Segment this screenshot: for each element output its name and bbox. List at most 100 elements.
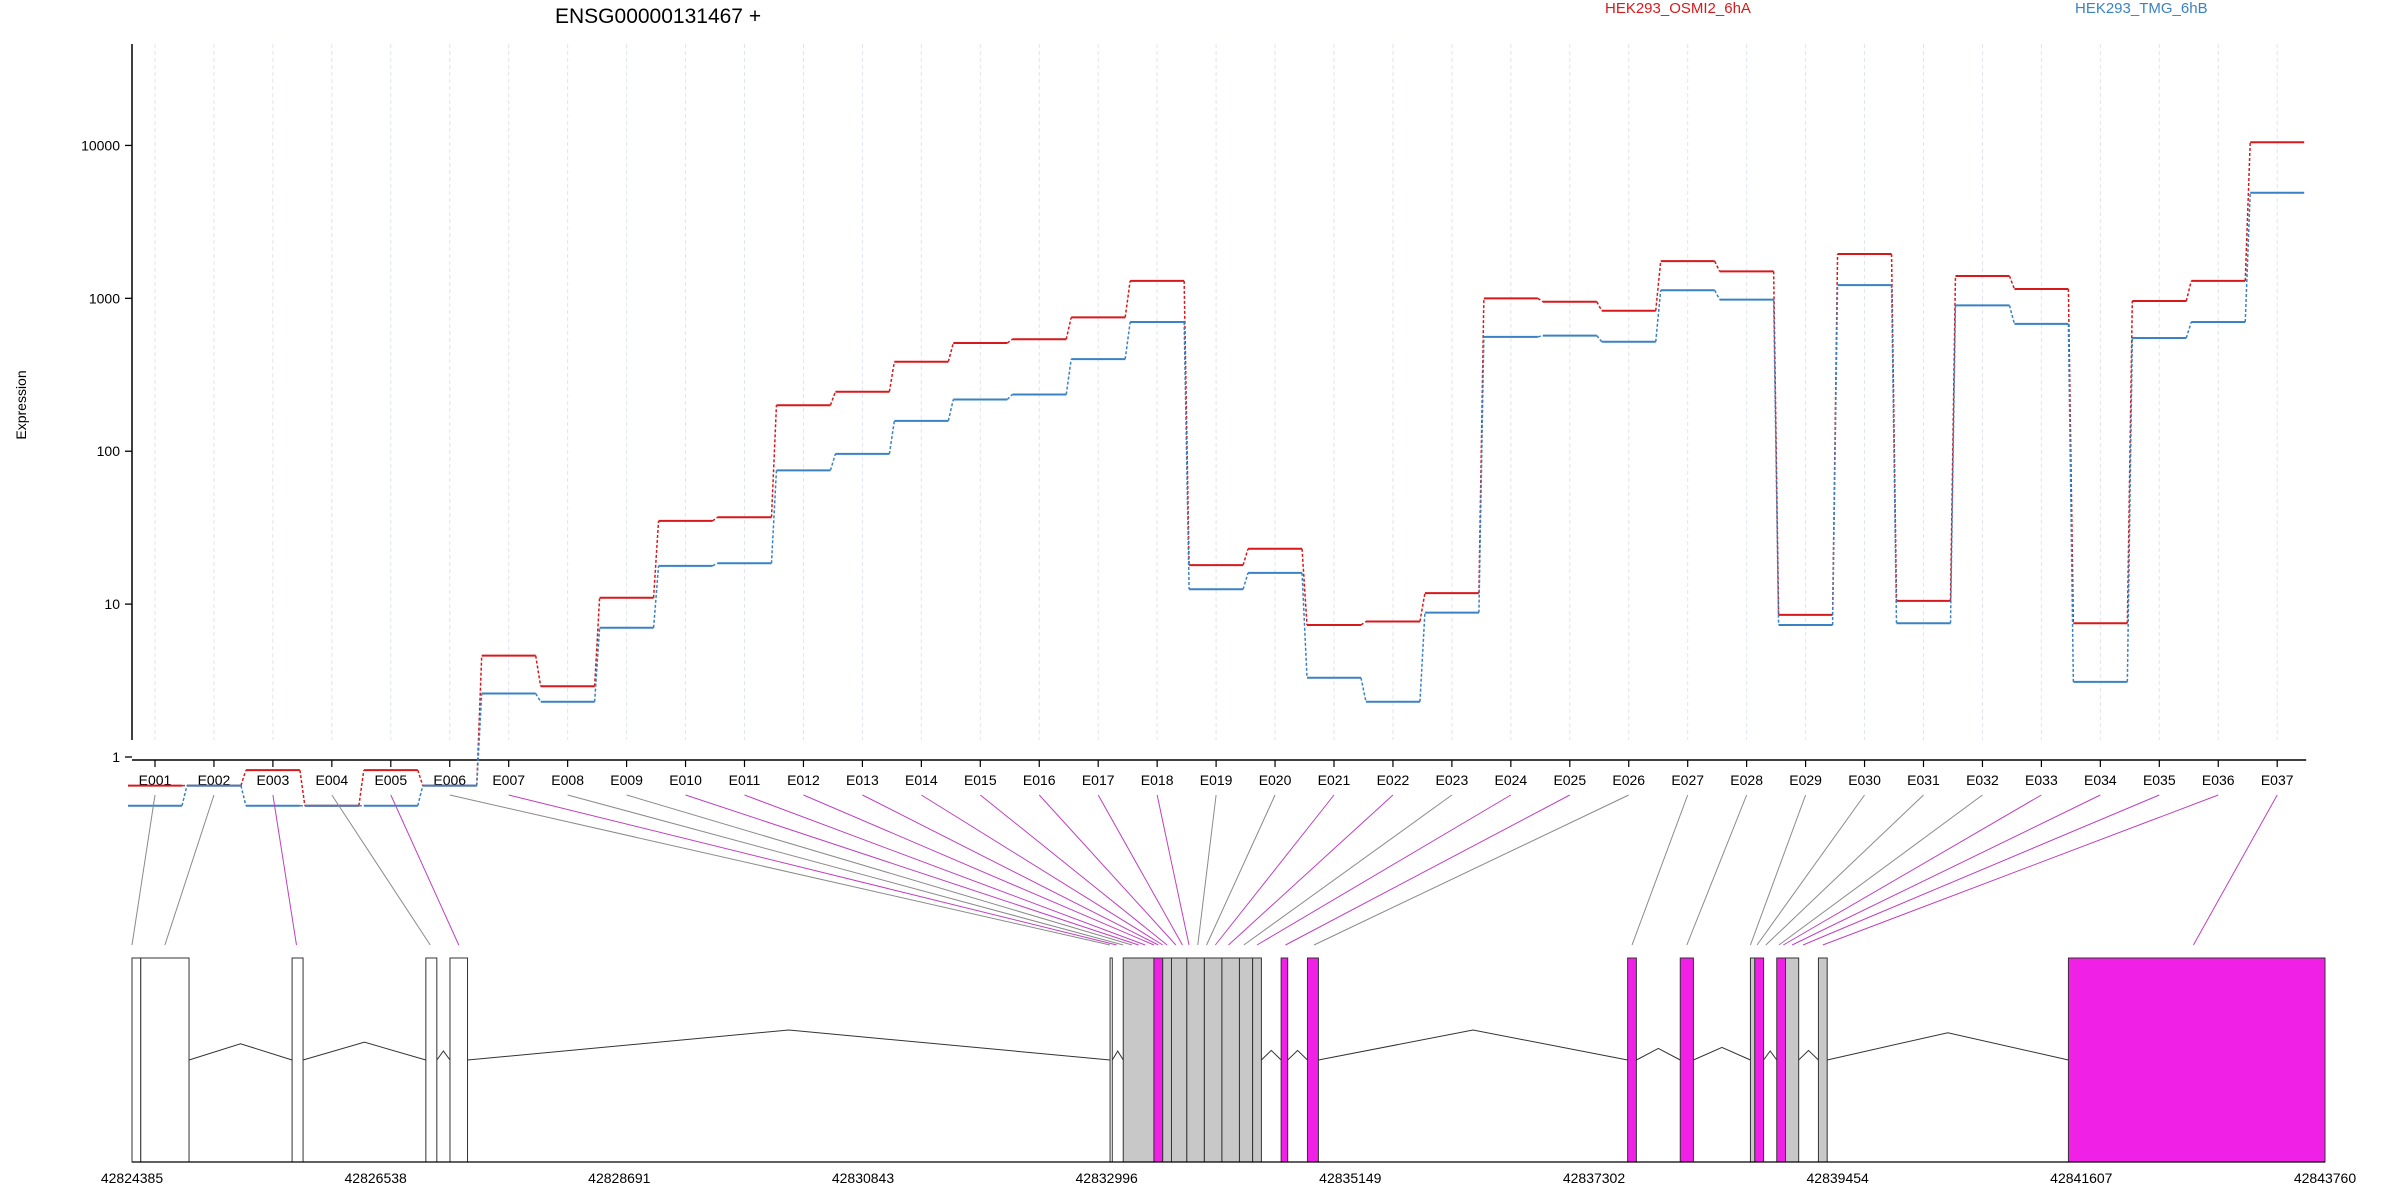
series-connector — [652, 520, 660, 598]
coordinate-label: 42832996 — [1076, 1170, 1139, 1186]
x-tick-label-e037: E037 — [2261, 772, 2294, 788]
x-tick-label-e013: E013 — [846, 772, 879, 788]
series-connector — [476, 693, 483, 786]
y-tick-label: 10000 — [81, 137, 120, 153]
connector-e027 — [1631, 794, 1689, 946]
x-tick-label-e006: E006 — [433, 772, 466, 788]
series-2 — [128, 191, 2305, 807]
exon-block-17 — [1306, 957, 1319, 1163]
intron-line — [1636, 1047, 1681, 1061]
x-tick-label-e009: E009 — [610, 772, 643, 788]
x-tick-label-e018: E018 — [1141, 772, 1174, 788]
connector-e017 — [1097, 794, 1183, 946]
connector-e016 — [1038, 794, 1177, 946]
series-connector — [888, 420, 896, 455]
series-connector — [1242, 548, 1249, 566]
series-connector — [2126, 338, 2134, 682]
exon-block-7 — [1122, 957, 1155, 1163]
series-connector — [947, 342, 955, 362]
connector-e035 — [1802, 794, 2160, 946]
x-tick-label-e008: E008 — [551, 772, 584, 788]
x-tick-label-e016: E016 — [1023, 772, 1056, 788]
series-connector — [358, 770, 365, 806]
coordinate-label: 42830843 — [832, 1170, 895, 1186]
connector-e018 — [1156, 794, 1190, 946]
series-connector — [593, 597, 601, 687]
series-connector — [2244, 192, 2251, 323]
series-connector — [1006, 338, 1013, 344]
series-connector — [1537, 297, 1544, 303]
coordinate-label: 42839454 — [1807, 1170, 1870, 1186]
series-connector — [947, 399, 955, 422]
x-tick-label-e027: E027 — [1671, 772, 1704, 788]
connector-e008 — [567, 794, 1124, 946]
x-tick-label-e031: E031 — [1907, 772, 1940, 788]
intron-line — [467, 1029, 1111, 1061]
x-tick-label-e003: E003 — [257, 772, 290, 788]
x-tick-label-e004: E004 — [315, 772, 348, 788]
exon-block-6 — [1109, 957, 1113, 1163]
exon-block-15 — [1252, 957, 1262, 1163]
exon-block-25 — [2067, 957, 2326, 1163]
x-tick-label-e029: E029 — [1789, 772, 1822, 788]
intron-line — [188, 1043, 293, 1061]
connector-e021 — [1214, 794, 1335, 946]
series-connector — [1596, 335, 1603, 343]
intron-line — [436, 1050, 451, 1061]
x-tick-label-e012: E012 — [787, 772, 820, 788]
series-connector — [181, 785, 188, 806]
exon-block-8 — [1153, 957, 1164, 1163]
series-connector — [240, 785, 247, 806]
coordinate-label: 42837302 — [1563, 1170, 1626, 1186]
connector-e003 — [272, 794, 297, 946]
x-tick-label-e023: E023 — [1436, 772, 1469, 788]
series-connector — [1596, 301, 1603, 312]
connector-e007 — [508, 794, 1117, 946]
series-connector — [888, 361, 896, 392]
series-connector — [1949, 305, 1957, 624]
series-connector — [1478, 336, 1485, 613]
series-connector — [1124, 280, 1131, 318]
x-tick-label-e035: E035 — [2143, 772, 2176, 788]
x-tick-label-e007: E007 — [492, 772, 525, 788]
gene-model — [131, 957, 2326, 1163]
intron-line — [1318, 1029, 1628, 1061]
series-connector — [1890, 285, 1898, 624]
connector-e012 — [803, 794, 1155, 946]
series-connector — [1772, 299, 1780, 626]
series-connector — [1949, 275, 1957, 601]
series-connector — [417, 785, 424, 806]
exon-block-4 — [425, 957, 438, 1163]
exon-block-10 — [1170, 957, 1188, 1163]
x-tick-label-e002: E002 — [198, 772, 231, 788]
chart-title: ENSG00000131467 + — [555, 5, 761, 28]
x-tick-label-e022: E022 — [1377, 772, 1410, 788]
series-connector — [1360, 620, 1367, 626]
connector-e015 — [979, 794, 1168, 946]
series-connector — [1419, 612, 1426, 702]
series-connector — [712, 562, 718, 567]
x-tick-label-e028: E028 — [1730, 772, 1763, 788]
exon-block-3 — [291, 957, 304, 1163]
connector-e009 — [626, 794, 1133, 946]
series-connector — [1772, 271, 1780, 615]
x-tick-label-e025: E025 — [1553, 772, 1586, 788]
x-tick-label-e019: E019 — [1200, 772, 1233, 788]
coordinate-label: 42826538 — [345, 1170, 408, 1186]
series-connector — [829, 453, 837, 471]
series-connector — [2067, 323, 2075, 682]
series-connector — [1006, 393, 1013, 400]
exon-block-16 — [1280, 957, 1289, 1163]
coordinate-label: 42828691 — [588, 1170, 651, 1186]
y-tick-label: 1000 — [89, 290, 120, 306]
exon-connectors — [131, 794, 2278, 946]
series-connector — [770, 470, 778, 564]
connector-e023 — [1243, 794, 1453, 946]
connector-e006 — [449, 794, 1111, 946]
x-tick-label-e005: E005 — [374, 772, 407, 788]
series-connector — [1183, 321, 1190, 590]
x-tick-label-e030: E030 — [1848, 772, 1881, 788]
exon-block-12 — [1203, 957, 1223, 1163]
series-connector — [2185, 321, 2192, 339]
